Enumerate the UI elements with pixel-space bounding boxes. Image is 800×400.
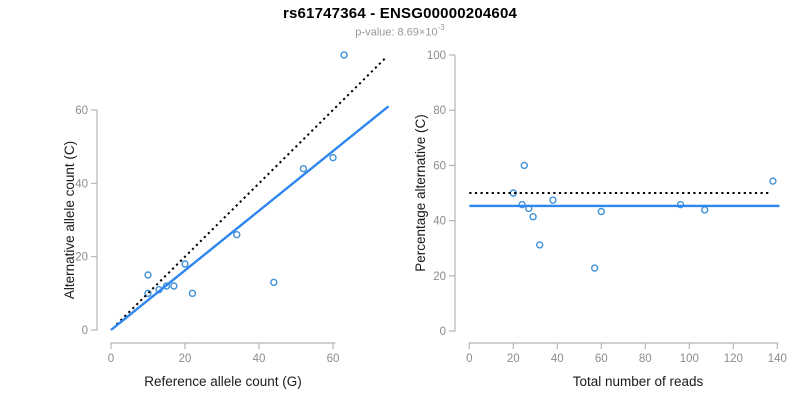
x-tick-label: 40 xyxy=(551,353,564,365)
data-point xyxy=(233,230,241,239)
x-tick-label: 20 xyxy=(179,353,192,365)
data-point xyxy=(676,200,685,209)
y-axis-title: Percentage alternative (C) xyxy=(413,114,428,272)
x-tick-label: 60 xyxy=(327,353,340,365)
x-tick-label: 0 xyxy=(108,353,114,365)
data-point xyxy=(536,241,544,249)
x-tick-label: 120 xyxy=(724,353,743,365)
y-tick-label: 0 xyxy=(82,325,88,337)
data-point xyxy=(591,264,599,272)
y-tick-label: 100 xyxy=(427,50,446,62)
percentage-alternative-scatter: 0 20 40 60 80 100 120 140 0 20 40 60 80 100 Total numb… xyxy=(413,50,787,389)
x-tick-label: 20 xyxy=(507,353,520,365)
data-point xyxy=(299,164,308,173)
x-tick-label: 80 xyxy=(639,353,652,365)
data-point xyxy=(329,153,337,162)
allele-count-scatter: 0 20 40 60 0 20 40 60 Reference allele count (G)… xyxy=(62,51,390,389)
x-tick-label: 140 xyxy=(768,353,787,365)
x-axis-title: Total number of reads xyxy=(573,374,704,389)
data-point xyxy=(518,200,526,209)
regression-line xyxy=(110,105,390,331)
figure-subtitle-pvalue: p-value: 8.69×10-3 xyxy=(0,23,800,39)
data-point xyxy=(188,289,197,298)
data-point xyxy=(181,260,189,268)
identity-line xyxy=(115,56,387,326)
x-tick-label: 60 xyxy=(595,353,608,365)
y-tick-label: 80 xyxy=(433,105,446,117)
data-point xyxy=(270,278,278,287)
x-tick-label: 40 xyxy=(253,353,266,365)
x-tick-label: 0 xyxy=(466,353,472,365)
y-tick-label: 60 xyxy=(75,105,88,117)
y-tick-label: 40 xyxy=(75,178,88,190)
data-point xyxy=(597,207,605,216)
y-tick-label: 20 xyxy=(433,271,446,283)
y-tick-label: 20 xyxy=(75,252,88,264)
y-tick-label: 40 xyxy=(433,216,446,228)
data-point xyxy=(144,289,152,298)
figure-title: rs61747364 - ENSG00000204604 xyxy=(282,5,518,22)
pvalue-exponent: -3 xyxy=(437,23,445,32)
data-point xyxy=(529,213,537,221)
data-point xyxy=(144,271,152,279)
data-point xyxy=(162,282,171,290)
y-tick-label: 60 xyxy=(433,160,446,172)
y-axis-title: Alternative allele count (C) xyxy=(62,141,77,299)
y-tick-label: 0 xyxy=(440,326,446,338)
data-point xyxy=(549,196,557,204)
pvalue-text: p-value: 8.69×10 xyxy=(355,26,438,39)
data-point xyxy=(170,282,178,290)
data-point xyxy=(769,177,777,185)
x-axis-title: Reference allele count (G) xyxy=(144,374,302,389)
data-point xyxy=(340,51,348,59)
x-tick-label: 100 xyxy=(680,353,699,365)
data-point xyxy=(701,206,709,214)
data-point xyxy=(520,161,528,170)
